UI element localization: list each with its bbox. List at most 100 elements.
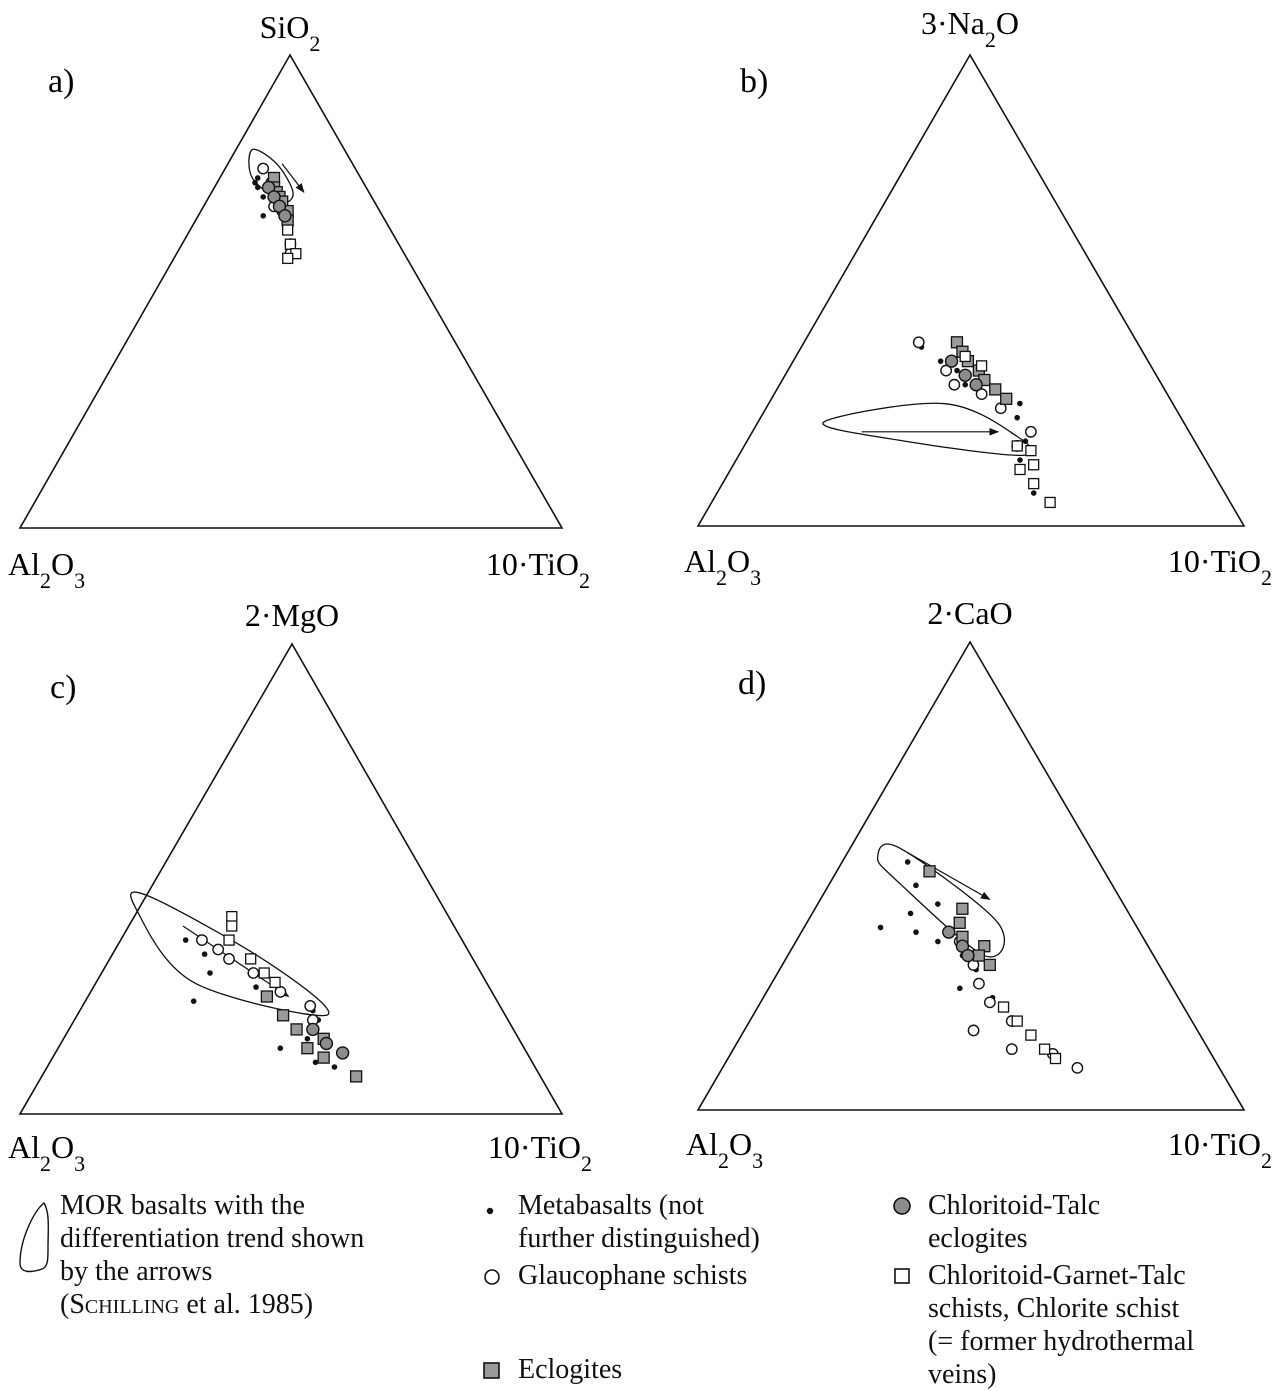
glaucophane-circle-icon: [478, 1261, 518, 1291]
legend-chloritoid-talc: Chloritoid-Talc eclogites: [888, 1189, 1100, 1255]
apex-label-top: SiO2: [260, 9, 321, 56]
chloritoid-garnet-point: [960, 351, 970, 361]
apex-label-left: Al2O3: [8, 1129, 85, 1176]
chloritoid-talc-point: [320, 1038, 332, 1050]
glaucophane-point: [248, 968, 258, 978]
apex-label-right: 10·TiO2: [1168, 543, 1272, 590]
ternary-triangle: [20, 644, 562, 1114]
metabasalt-point: [207, 970, 213, 976]
chloritoid-talc-point: [970, 379, 982, 391]
glaucophane-point: [305, 1001, 315, 1011]
ternary-panel-b: b) 3·Na2O Al2O3 10·TiO2: [684, 5, 1272, 590]
legend-metabasalts: Metabasalts (not further distinguished): [478, 1189, 760, 1255]
chloritoid-garnet-point: [1012, 1016, 1022, 1026]
chloritoid-garnet-point: [283, 225, 293, 235]
chloritoid-talc-point: [337, 1047, 349, 1059]
metabasalt-point: [908, 911, 914, 917]
chloritoid-talc-point: [279, 210, 291, 222]
ternary-triangle: [20, 55, 562, 528]
apex-label-left: Al2O3: [686, 1126, 763, 1173]
chloritoid-garnet-point: [977, 361, 987, 371]
eclogite-point: [954, 917, 965, 928]
eclogite-point: [278, 1010, 289, 1021]
metabasalt-point: [938, 358, 944, 364]
apex-label-top: 3·Na2O: [921, 5, 1019, 52]
chloritoid-garnet-point: [1040, 1044, 1050, 1054]
glaucophane-point: [197, 935, 207, 945]
panel-label: c): [50, 669, 76, 706]
metabasalt-point: [332, 1064, 338, 1070]
metabasalt-point: [278, 1045, 284, 1051]
apex-label-right: 10·TiO2: [486, 546, 590, 593]
legend-mor-field: MOR basalts with the differentiation tre…: [14, 1189, 364, 1321]
metabasalt-point: [313, 1060, 319, 1066]
mor-field-icon: [14, 1199, 54, 1279]
apex-label-left: Al2O3: [8, 546, 85, 593]
eclogite-point: [291, 1024, 302, 1035]
legend-mor-reference: (Schilling et al. 1985): [60, 1288, 364, 1321]
metabasalt-dot-icon: [478, 1193, 518, 1223]
glaucophane-point: [275, 987, 285, 997]
panel-label: d): [738, 665, 766, 702]
chloritoid-talc-point: [962, 950, 974, 962]
legend-chloritoid-talc-text: Chloritoid-Talc eclogites: [928, 1189, 1100, 1255]
legend-glaucophane-text: Glaucophane schists: [518, 1259, 747, 1292]
metabasalt-point: [935, 901, 941, 907]
legend-mor-ref-open: (: [60, 1289, 69, 1320]
metabasalt-point: [1017, 457, 1023, 463]
legend-eclogites-text: Eclogites: [518, 1353, 622, 1386]
chloritoid-talc-point: [946, 355, 958, 367]
eclogite-point: [957, 903, 968, 914]
metabasalt-point: [252, 180, 258, 186]
chloritoid-garnet-point: [1026, 446, 1036, 456]
eclogite-point: [973, 950, 984, 961]
glaucophane-point: [1026, 427, 1036, 437]
chloritoid-garnet-point: [1012, 441, 1022, 451]
eclogite-point: [302, 1043, 313, 1054]
glaucophane-point: [1072, 1063, 1082, 1073]
metabasalt-point: [305, 1036, 311, 1042]
ternary-panel-c: c) 2·MgO Al2O3 10·TiO2: [8, 597, 592, 1176]
apex-label-right: 10·TiO2: [1168, 1126, 1272, 1173]
legend-eclogites: Eclogites: [478, 1353, 622, 1386]
chloritoid-garnet-point: [227, 921, 237, 931]
chloritoid-garnet-point: [270, 977, 280, 987]
chloritoid-garnet-point: [999, 1002, 1009, 1012]
chloritoid-garnet-square-icon: [888, 1261, 928, 1291]
glaucophane-point: [224, 954, 234, 964]
legend-glaucophane: Glaucophane schists: [478, 1259, 747, 1292]
glaucophane-point: [974, 978, 984, 988]
metabasalt-point: [1017, 401, 1023, 407]
series-eclogite: [924, 866, 995, 971]
chloritoid-garnet-point: [283, 253, 293, 263]
metabasalt-point: [255, 185, 261, 191]
apex-label-right: 10·TiO2: [488, 1129, 592, 1176]
chloritoid-talc-point: [959, 369, 971, 381]
metabasalt-point: [905, 859, 911, 865]
chloritoid-talc-point: [943, 926, 955, 938]
glaucophane-point: [213, 944, 223, 954]
eclogite-point: [924, 866, 935, 877]
legend-metabasalts-text: Metabasalts (not further distinguished): [518, 1189, 760, 1255]
chloritoid-garnet-point: [1045, 497, 1055, 507]
glaucophane-point: [968, 1025, 978, 1035]
metabasalt-point: [1014, 415, 1020, 421]
series-chloritoid-garnet: [283, 225, 301, 263]
chloritoid-garnet-point: [1029, 460, 1039, 470]
eclogite-point: [261, 991, 272, 1002]
metabasalt-point: [913, 883, 919, 889]
chloritoid-garnet-point: [1029, 479, 1039, 489]
legend-mor-ref-rest: et al. 1985): [179, 1289, 313, 1320]
metabasalt-point: [253, 984, 259, 990]
chloritoid-talc-circle-icon: [888, 1191, 928, 1221]
mor-field-outline: [878, 844, 1005, 957]
apex-label-left: Al2O3: [684, 543, 761, 590]
series-glaucophane: [914, 337, 1037, 451]
chloritoid-garnet-point: [227, 912, 237, 922]
eclogite-point: [1001, 393, 1012, 404]
apex-label-top: 2·MgO: [245, 597, 339, 633]
metabasalt-point: [935, 939, 941, 945]
chloritoid-garnet-point: [285, 239, 295, 249]
glaucophane-point: [949, 380, 959, 390]
